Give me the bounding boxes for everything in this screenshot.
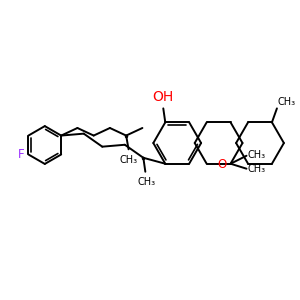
Text: CH₃: CH₃ <box>137 177 155 187</box>
Text: CH₃: CH₃ <box>278 98 296 107</box>
Text: O: O <box>217 158 226 171</box>
Text: CH₃: CH₃ <box>119 155 138 165</box>
Text: CH₃: CH₃ <box>248 150 266 160</box>
Text: OH: OH <box>153 90 174 104</box>
Text: CH₃: CH₃ <box>248 164 266 174</box>
Text: F: F <box>18 148 25 161</box>
